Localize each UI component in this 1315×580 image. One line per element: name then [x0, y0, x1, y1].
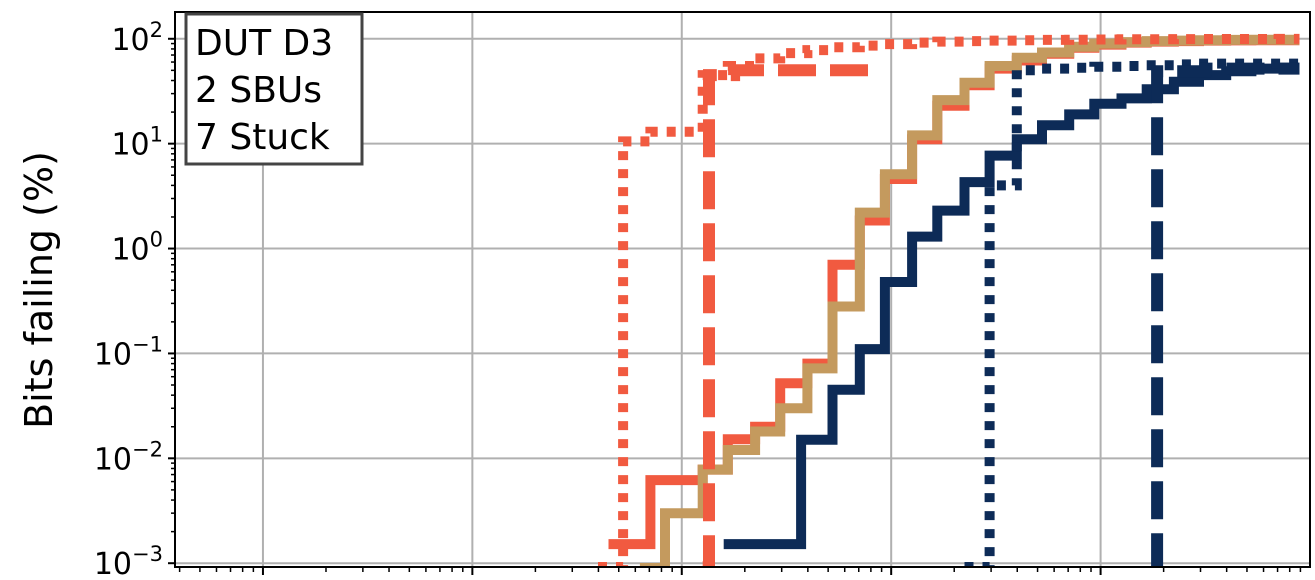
y-tick-base: 10: [111, 23, 149, 58]
y-tick-label: 100: [111, 228, 163, 268]
y-tick-exponent: −3: [132, 542, 163, 566]
y-tick-base: 10: [94, 337, 132, 372]
annotation-line-1: DUT D3: [195, 23, 333, 64]
y-tick-base: 10: [111, 128, 149, 163]
y-tick-exponent: 2: [150, 18, 163, 42]
y-tick-base: 10: [111, 233, 149, 268]
series-line-4: [598, 33, 1300, 567]
annotation-line-2: 2 SBUs: [195, 70, 322, 111]
y-tick-exponent: 0: [150, 228, 163, 252]
annotation-line-3: 7 Stuck: [195, 117, 330, 158]
y-tick-label: 102: [111, 18, 163, 58]
y-tick-base: 10: [94, 442, 132, 477]
plot-frame: [174, 11, 1311, 568]
series-line-3: [723, 62, 1300, 550]
y-tick-exponent: 1: [150, 123, 163, 147]
series-layer: [598, 33, 1300, 567]
series-line-5: [702, 64, 881, 567]
y-tick-base: 10: [94, 547, 132, 580]
y-axis-label: Bits failing (%): [17, 151, 61, 429]
y-tick-exponent: −2: [132, 437, 163, 461]
x-axis-ticks: [178, 567, 1302, 575]
y-tick-exponent: −1: [132, 332, 163, 356]
y-tick-label: 10−1: [94, 332, 163, 372]
y-tick-label: 10−3: [94, 542, 163, 580]
y-tick-label: 101: [111, 123, 163, 163]
series-line-7: [1151, 62, 1300, 567]
y-tick-label: 10−2: [94, 437, 163, 477]
annotation-box: DUT D3 2 SBUs 7 Stuck: [184, 12, 364, 166]
series-line-2: [639, 34, 1300, 567]
